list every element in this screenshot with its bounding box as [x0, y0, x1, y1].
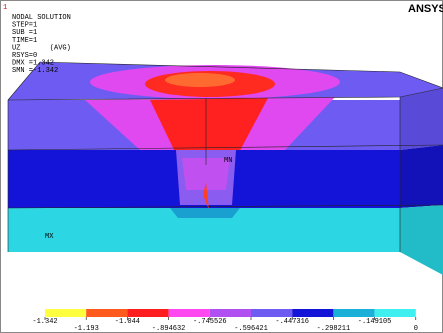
- top-orange: [165, 73, 235, 87]
- legend-swatch: [45, 309, 86, 317]
- info-line: SMN =-1.342: [12, 67, 58, 75]
- mound: [170, 208, 240, 218]
- legend-label: -1.342: [32, 318, 57, 326]
- legend-label: -.894632: [152, 325, 186, 333]
- ansys-window: 1 ANSYS MX MN NODAL SOLUTIONSTEP=1SUB =1…: [0, 0, 443, 333]
- min-marker: MN: [224, 157, 232, 165]
- side-mid-layer: [400, 145, 443, 208]
- side-top-layer: [400, 88, 443, 150]
- legend-swatch: [169, 309, 210, 317]
- legend-swatch: [333, 309, 374, 317]
- legend-swatch: [292, 309, 333, 317]
- legend-label: 0: [414, 325, 418, 333]
- max-marker: MX: [45, 233, 54, 241]
- legend-swatch: [375, 309, 416, 317]
- legend-label: -1.193: [74, 325, 99, 333]
- legend-label: -.745526: [193, 318, 227, 326]
- legend-swatch: [127, 309, 168, 317]
- legend-label: -1.044: [115, 318, 140, 326]
- window-number: 1: [3, 4, 7, 12]
- legend-label: -.596421: [234, 325, 268, 333]
- legend-label: -.447316: [275, 318, 309, 326]
- legend-swatch: [251, 309, 292, 317]
- legend: [45, 309, 416, 317]
- logo: ANSYS: [408, 3, 443, 15]
- model: [8, 62, 443, 275]
- legend-label: -.298211: [317, 325, 351, 333]
- legend-swatch: [210, 309, 251, 317]
- legend-label: -.149105: [358, 318, 392, 326]
- legend-swatch: [86, 309, 127, 317]
